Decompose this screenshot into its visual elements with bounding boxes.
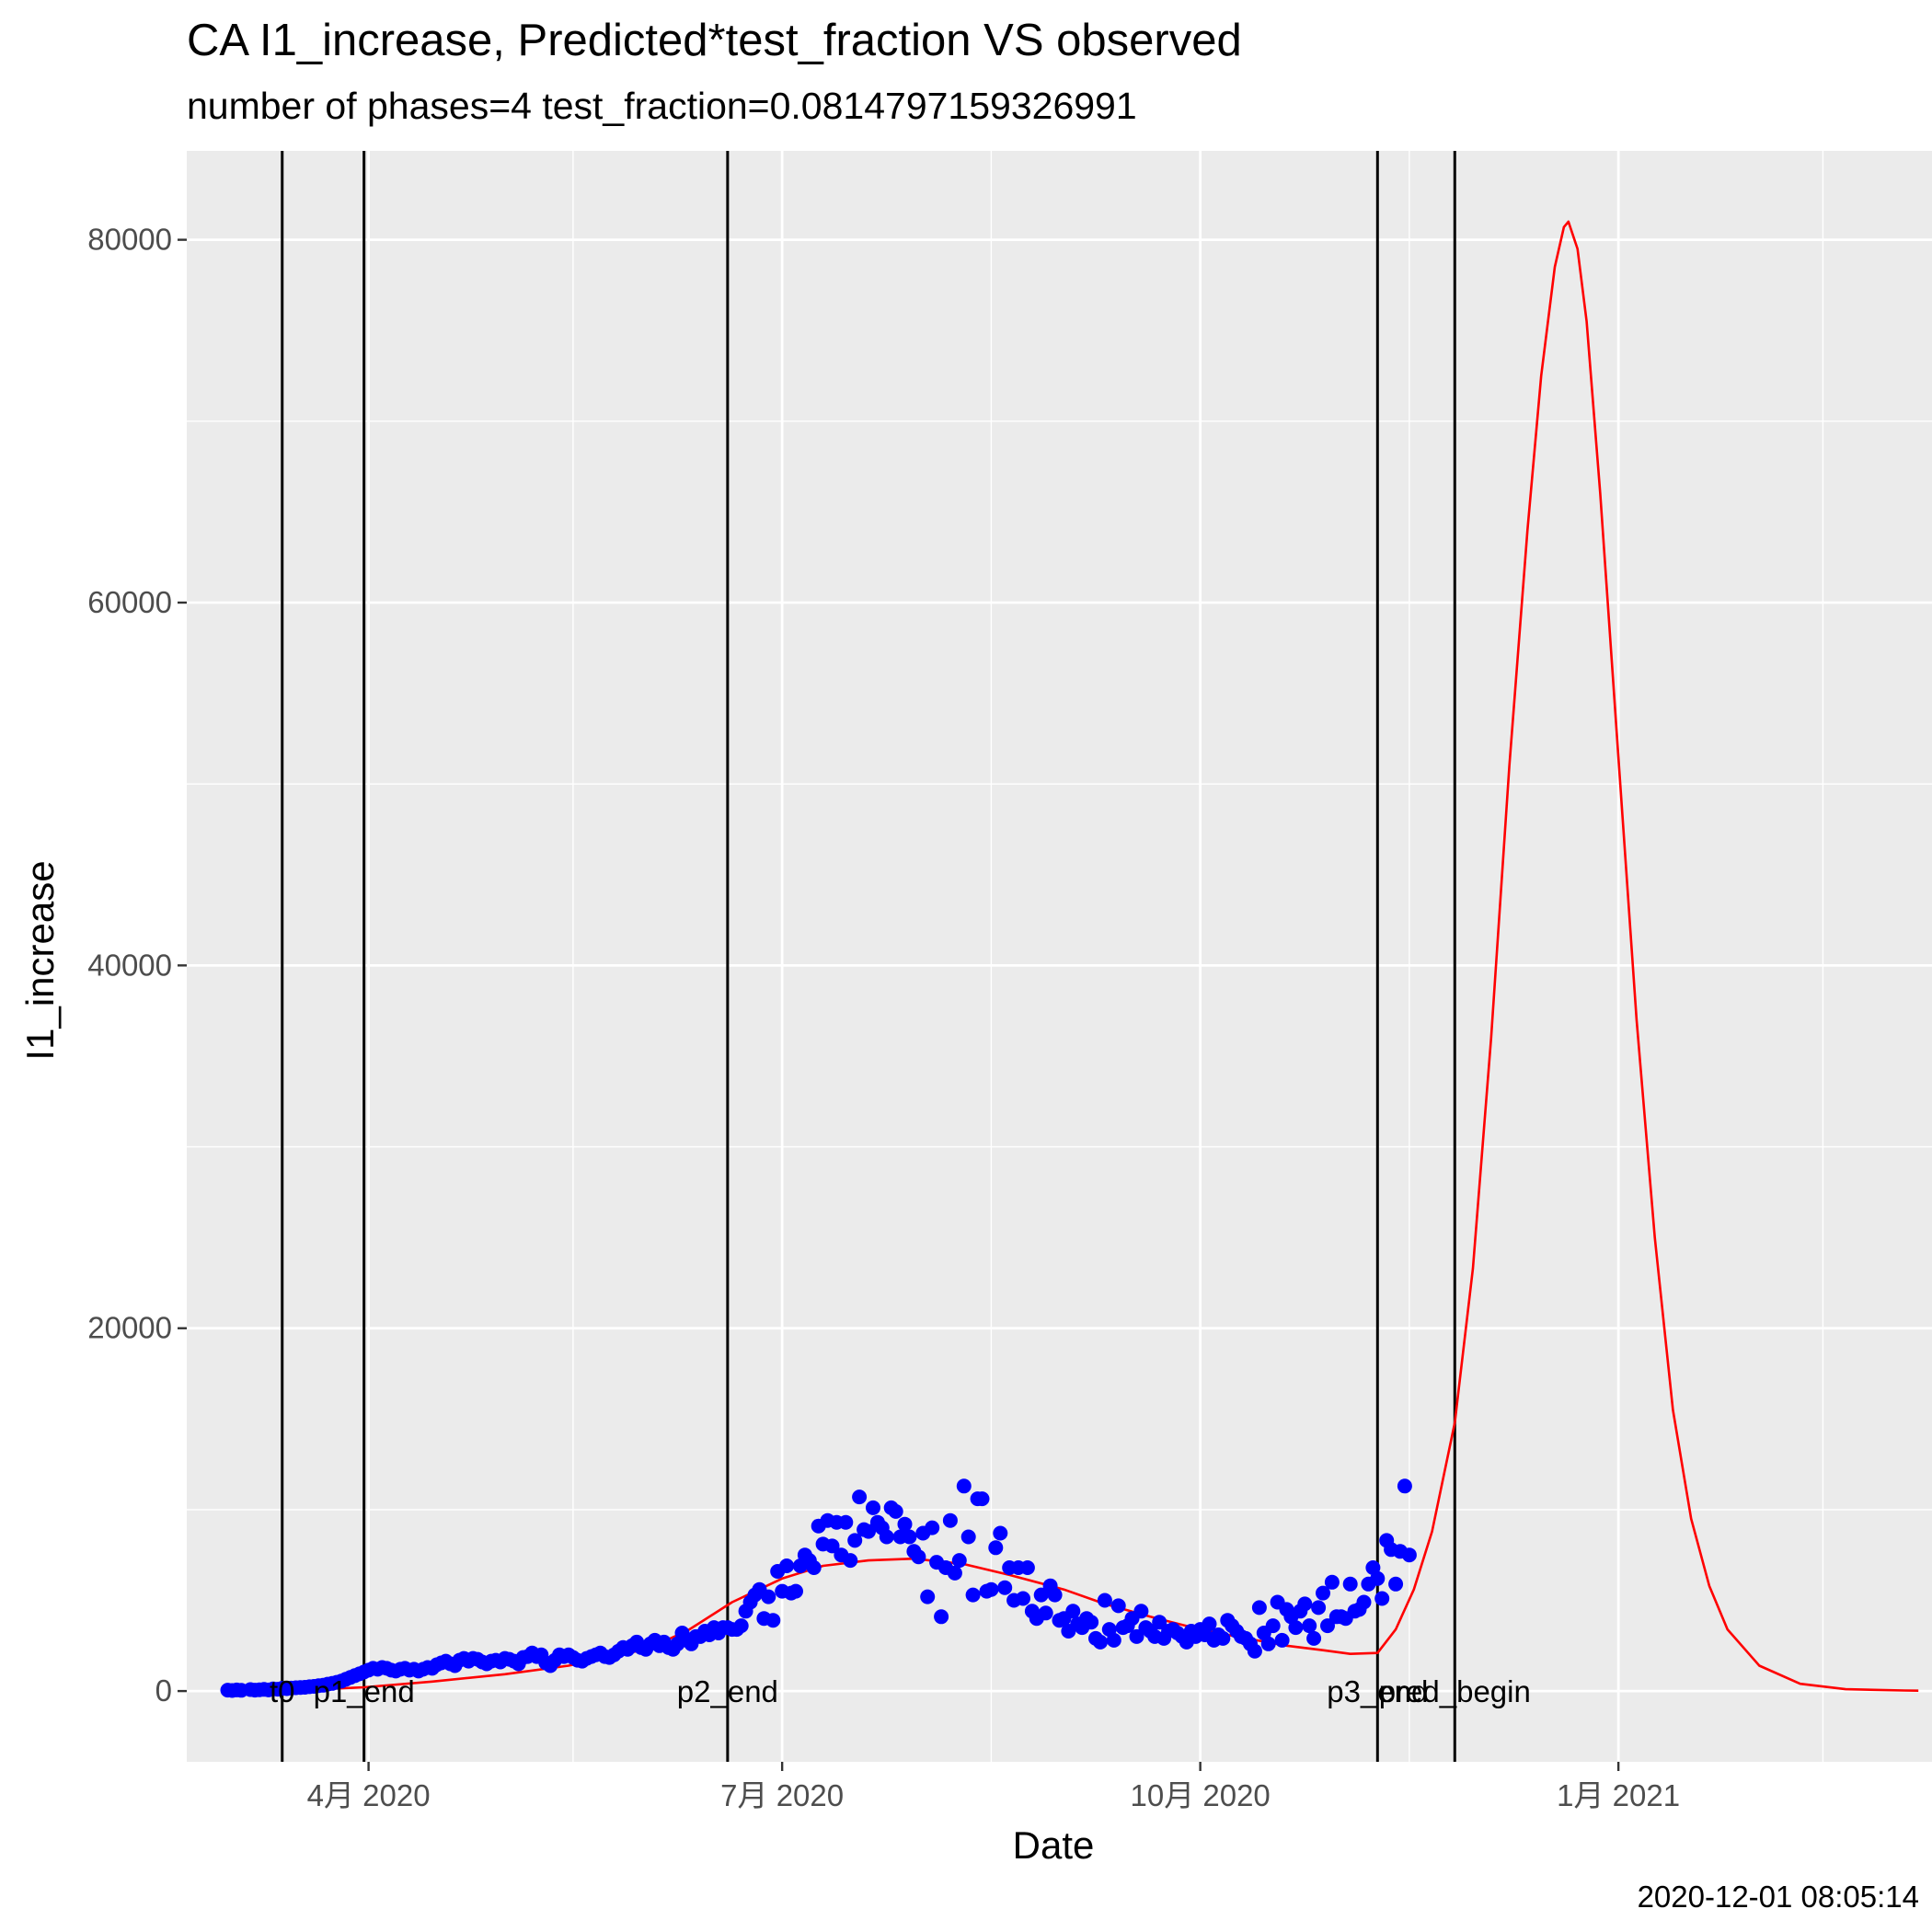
observed-point (1110, 1598, 1126, 1614)
observed-point (1374, 1591, 1390, 1606)
observed-point (761, 1589, 776, 1604)
observed-point (960, 1529, 976, 1545)
observed-point (1038, 1605, 1053, 1621)
observed-point (1401, 1547, 1417, 1563)
observed-point (1251, 1600, 1267, 1616)
observed-point (925, 1520, 940, 1535)
observed-point (1065, 1604, 1081, 1619)
observed-point (866, 1500, 880, 1515)
observed-point (1152, 1615, 1167, 1630)
observed-point (1202, 1616, 1217, 1632)
observed-point (951, 1553, 967, 1569)
phase-label: p2_end (677, 1674, 778, 1708)
observed-point (861, 1524, 876, 1539)
observed-point (1097, 1593, 1112, 1608)
observed-point (847, 1533, 863, 1548)
observed-point (824, 1538, 840, 1554)
phase-label: t0 (270, 1674, 295, 1708)
observed-point (779, 1558, 795, 1573)
observed-point (1093, 1634, 1108, 1650)
observed-point (1129, 1628, 1144, 1644)
observed-point (956, 1478, 972, 1494)
phase-label: p1_end (314, 1674, 415, 1708)
observed-point (1274, 1632, 1290, 1648)
observed-point (1019, 1560, 1035, 1575)
observed-point (1047, 1587, 1063, 1603)
observed-point (888, 1503, 903, 1519)
x-axis-title: Date (1012, 1823, 1095, 1867)
observed-point (1316, 1585, 1330, 1601)
observed-point (965, 1587, 981, 1603)
x-tick-label: 10月 2020 (1130, 1778, 1270, 1812)
observed-point (1311, 1600, 1327, 1616)
observed-point (1247, 1643, 1262, 1659)
chart-subtitle: number of phases=4 test_fraction=0.08147… (187, 85, 1137, 127)
phase-label: pred_begin (1379, 1674, 1531, 1708)
observed-point (1356, 1594, 1372, 1610)
observed-point (1215, 1630, 1231, 1646)
observed-point (974, 1491, 990, 1507)
observed-point (1265, 1618, 1281, 1634)
observed-series (220, 1478, 1417, 1698)
observed-point (942, 1512, 958, 1528)
axes: 0 20000 40000 60000 80000 4月 2020 7月 2020 10月 2… (87, 223, 1680, 1812)
observed-point (947, 1565, 962, 1581)
observed-point (1370, 1570, 1386, 1586)
observed-point (1133, 1604, 1149, 1619)
observed-point (1306, 1630, 1322, 1646)
observed-point (843, 1553, 858, 1569)
observed-point (1288, 1620, 1304, 1636)
observed-point (733, 1618, 749, 1634)
x-tick-label: 1月 2021 (1557, 1778, 1680, 1812)
y-tick-label: 20000 (87, 1311, 172, 1345)
observed-point (1016, 1591, 1030, 1606)
observed-point (993, 1525, 1008, 1541)
observed-point (1302, 1618, 1317, 1634)
observed-point (997, 1580, 1013, 1595)
observed-point (838, 1514, 854, 1530)
observed-point (902, 1529, 917, 1545)
observed-point (983, 1581, 999, 1597)
observed-point (1320, 1618, 1335, 1634)
y-tick-label: 80000 (87, 223, 172, 257)
observed-point (852, 1489, 868, 1505)
x-tick-label: 7月 2020 (720, 1778, 844, 1812)
observed-point (1260, 1636, 1276, 1651)
observed-point (897, 1516, 913, 1532)
y-tick-label: 40000 (87, 948, 172, 982)
observed-point (911, 1549, 926, 1565)
observed-point (1297, 1596, 1313, 1612)
observed-point (788, 1583, 803, 1599)
observed-point (765, 1613, 781, 1628)
timestamp-caption: 2020-12-01 08:05:14 (1637, 1880, 1919, 1914)
grid-layer (158, 151, 1932, 1762)
x-tick-label: 4月 2020 (307, 1778, 431, 1812)
phase-lines (281, 151, 1456, 1762)
observed-point (920, 1589, 936, 1604)
observed-point (879, 1529, 894, 1545)
plot-panel (187, 151, 1932, 1762)
observed-point (1033, 1587, 1049, 1603)
observed-point (1324, 1574, 1340, 1590)
observed-point (934, 1609, 949, 1625)
phase-label: p3_end (1327, 1674, 1428, 1708)
y-axis-title: I1_increase (18, 860, 62, 1061)
observed-point (1397, 1478, 1412, 1494)
y-tick-label: 60000 (87, 585, 172, 619)
observed-point (1342, 1576, 1358, 1592)
observed-point (988, 1540, 1004, 1556)
observed-point (806, 1560, 822, 1575)
observed-point (1106, 1632, 1121, 1648)
observed-point (1388, 1576, 1404, 1592)
y-tick-label: 0 (155, 1673, 172, 1708)
chart-title: CA I1_increase, Predicted*test_fraction … (187, 16, 1242, 65)
observed-point (1084, 1615, 1099, 1630)
